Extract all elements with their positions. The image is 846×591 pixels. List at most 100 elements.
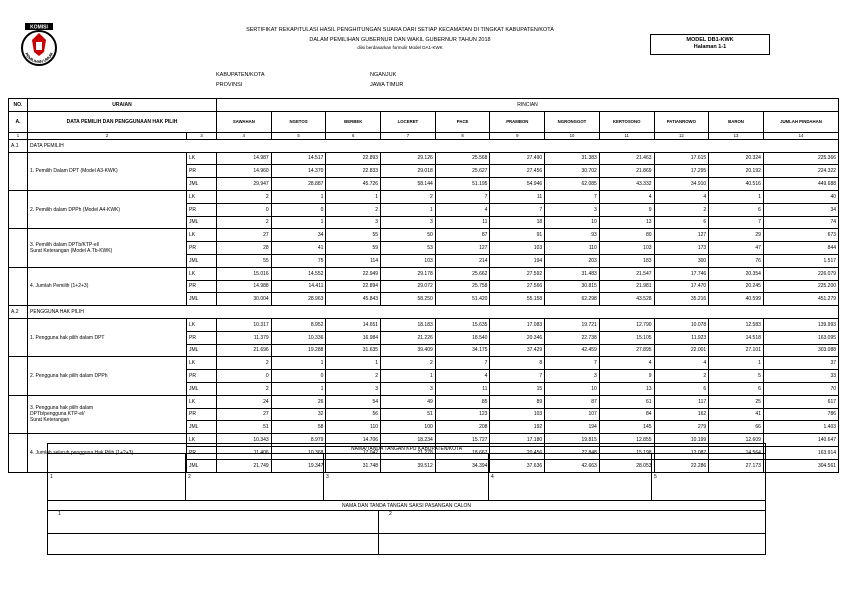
kpu-title-row: NAMA/TANDA TANGAN KPU KABUPATEN/KOTA — [46, 443, 767, 454]
value-cell: 114 — [325, 253, 382, 268]
value-cell: 43.528 — [598, 292, 655, 307]
signature-body: NAMA/TANDA TANGAN KPU KABUPATEN/KOTA 1 2 3 4… — [46, 443, 767, 555]
kpu-slot: 1 — [47, 453, 186, 501]
value-cell: 14.988 — [216, 279, 272, 294]
value-cell: 617 — [762, 394, 840, 409]
value-cell: 34.910 — [653, 177, 710, 191]
prov-label: PROVINSI — [216, 82, 243, 88]
value-cell: 11.923 — [653, 330, 710, 345]
value-cell: 41 — [270, 241, 327, 255]
column-name: JUMLAH PINDAHAN — [762, 110, 840, 133]
value-cell: 10 — [544, 215, 600, 230]
value-cell: 20.245 — [708, 279, 764, 294]
value-cell: 10 — [544, 381, 600, 396]
value-cell: 22.001 — [653, 343, 710, 358]
kab-value: NGANJUK — [370, 72, 397, 78]
data-row: 3. Pengguna hak pilih dalam DPTb/pengguna… — [8, 394, 840, 435]
value-cell: 225.200 — [762, 279, 840, 294]
value-cell: 22.949 — [325, 266, 382, 281]
section-no: A.2 — [8, 305, 28, 319]
column-number: 2 — [27, 131, 187, 140]
saksi-extra — [47, 533, 379, 555]
value-cell: 1.517 — [762, 253, 840, 268]
group-no-cell — [8, 266, 28, 307]
value-cell: 43.332 — [598, 177, 655, 191]
value-cell: 55 — [216, 253, 272, 268]
title: SERTIFIKAT REKAPITULASI HASIL PENGHITUNG… — [246, 27, 554, 33]
column-name: NGETOS — [270, 110, 327, 133]
kab-label: KABUPATEN/KOTA — [216, 72, 265, 78]
value-cell: 194 — [544, 420, 600, 435]
value-cell: 27.456 — [489, 164, 546, 179]
value-cell: 18.183 — [380, 317, 436, 332]
value-cell: 7 — [708, 215, 764, 230]
value-cell: 4 — [598, 189, 655, 204]
kpu-slot: 2 — [185, 453, 324, 501]
row-type: PR — [185, 330, 218, 345]
row-type: JML — [185, 253, 218, 268]
recap-table: NO. URAIAN RINCIAN A. DATA PEMILIH DAN PENGG… — [8, 98, 840, 473]
head-no: NO. — [8, 98, 28, 112]
value-cell: 0 — [270, 202, 327, 217]
value-cell: 25.568 — [434, 151, 491, 166]
value-cell: 7 — [489, 369, 546, 383]
value-cell: 17.615 — [653, 151, 710, 166]
value-cell: 42.459 — [544, 343, 600, 358]
row-type: LK — [185, 394, 218, 409]
value-cell: 1 — [270, 356, 327, 371]
head-uraian: URAIAN — [26, 98, 218, 112]
saksi-title-row: NAMA DAN TANDA TANGAN SAKSI PASANGAN CAL… — [46, 500, 767, 511]
value-cell: 203 — [544, 253, 600, 268]
value-cell: 7 — [434, 356, 491, 371]
value-cell: 1 — [325, 189, 382, 204]
value-cell: 40 — [762, 189, 840, 204]
data-row: JML 29.947 28.887 45.726 58.144 51.195 54.946 6… — [9, 177, 840, 191]
value-cell: 25.627 — [434, 164, 491, 179]
header-row: NO. URAIAN RINCIAN — [8, 98, 840, 112]
value-cell: 3 — [380, 215, 436, 230]
value-cell: 4 — [434, 369, 491, 383]
value-cell: 3 — [544, 202, 600, 217]
row-type: PR — [185, 202, 218, 217]
value-cell: 35.216 — [653, 292, 710, 307]
value-cell: 4 — [653, 356, 710, 371]
value-cell: 11 — [489, 189, 546, 204]
value-cell: 20.324 — [708, 151, 764, 166]
value-cell: 93 — [544, 228, 600, 243]
value-cell: 2 — [216, 381, 272, 396]
column-number: 9 — [489, 131, 546, 140]
column-number: 4 — [216, 131, 272, 140]
value-cell: 26 — [270, 394, 327, 409]
data-row: JML 55 75 114 103 214 194 203 183 300 76 1.517 — [9, 253, 840, 268]
value-cell: 53 — [380, 241, 436, 255]
value-cell: 45.843 — [325, 292, 382, 307]
value-cell: 192 — [489, 420, 546, 435]
value-cell: 51.195 — [434, 177, 491, 191]
row-type: PR — [185, 279, 218, 294]
label-line: Surat Keterangan (Model A.Tb-KWK) — [30, 248, 113, 255]
section-no: A. — [8, 110, 28, 133]
value-cell: 51.420 — [434, 292, 491, 307]
value-cell: 1 — [325, 356, 382, 371]
value-cell: 145 — [598, 420, 655, 435]
value-cell: 51 — [380, 407, 436, 422]
saksi-space — [377, 519, 767, 534]
column-number: 8 — [434, 131, 491, 140]
value-cell: 89 — [489, 394, 546, 409]
value-cell: 29.018 — [380, 164, 436, 179]
value-cell: 21.981 — [598, 279, 655, 294]
value-cell: 87 — [544, 394, 600, 409]
value-cell: 20.346 — [489, 330, 546, 345]
data-row: 1. Pemilih Dalam DPT (Model A3-KWK) LK 14.… — [8, 151, 840, 191]
value-cell: 123 — [434, 407, 491, 422]
saksi-extra — [377, 533, 767, 555]
row-type: JML — [185, 177, 218, 191]
row-type: LK — [185, 266, 218, 281]
column-number: 1 — [8, 131, 28, 140]
value-cell: 1 — [270, 189, 327, 204]
value-cell: 0 — [270, 369, 327, 383]
logo-top: KOMISI — [30, 25, 48, 31]
value-cell: 66 — [708, 420, 764, 435]
value-cell: 303.088 — [762, 343, 840, 358]
value-cell: 103 — [489, 241, 546, 255]
